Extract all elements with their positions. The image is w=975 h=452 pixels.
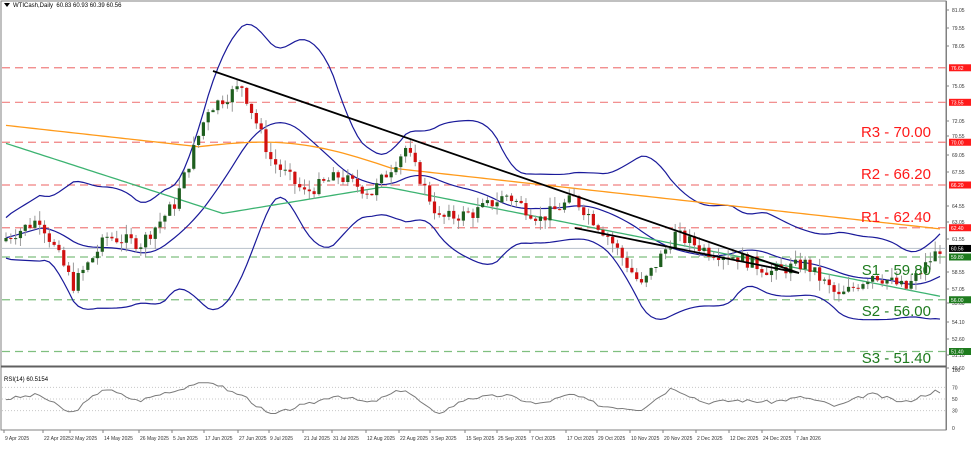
- svg-text:31 Jul 2025: 31 Jul 2025: [333, 436, 359, 442]
- svg-text:7 Jan 2026: 7 Jan 2026: [796, 436, 821, 442]
- level-label-s2: S2 - 56.00: [861, 303, 931, 320]
- svg-text:81.05: 81.05: [952, 8, 965, 14]
- svg-text:57.05: 57.05: [952, 287, 965, 293]
- svg-text:9 Jul 2025: 9 Jul 2025: [270, 436, 293, 442]
- svg-text:2 Dec 2025: 2 Dec 2025: [697, 436, 723, 442]
- level-label-s3: S3 - 51.40: [861, 350, 931, 367]
- svg-text:70.00: 70.00: [951, 140, 964, 146]
- svg-text:7 Oct 2025: 7 Oct 2025: [531, 436, 556, 442]
- svg-text:25 Sep 2025: 25 Sep 2025: [498, 436, 527, 442]
- svg-text:15 Sep 2025: 15 Sep 2025: [466, 436, 495, 442]
- svg-text:30: 30: [952, 409, 958, 415]
- svg-text:52.60: 52.60: [952, 337, 965, 343]
- level-label-r2: R2 - 66.20: [860, 166, 931, 183]
- svg-text:56.00: 56.00: [951, 298, 964, 304]
- svg-text:50: 50: [952, 397, 958, 403]
- svg-text:67.55: 67.55: [952, 170, 965, 176]
- level-label-r3: R3 - 70.00: [860, 124, 931, 141]
- svg-text:2 May 2025: 2 May 2025: [71, 436, 97, 442]
- svg-text:62.40: 62.40: [951, 226, 964, 232]
- svg-text:14 May 2025: 14 May 2025: [104, 436, 133, 442]
- svg-text:66.20: 66.20: [951, 183, 964, 189]
- svg-text:17 Oct 2025: 17 Oct 2025: [567, 436, 594, 442]
- svg-text:22 Apr 2025: 22 Apr 2025: [44, 436, 71, 442]
- svg-text:78.05: 78.05: [952, 44, 965, 50]
- svg-text:69.05: 69.05: [952, 153, 965, 159]
- svg-text:22 Aug 2025: 22 Aug 2025: [400, 436, 428, 442]
- svg-text:54.10: 54.10: [952, 320, 965, 326]
- svg-text:10 Nov 2025: 10 Nov 2025: [631, 436, 660, 442]
- bollinger-bands: [5, 23, 941, 321]
- chart-title: WTICash,Daily 60.83 60.93 60.39 60.56: [4, 3, 121, 9]
- price-axis: 81.05 79.55 78.05 75.05 72.05 70.55 69.05 67.55…: [946, 1, 971, 430]
- svg-text:49.60: 49.60: [952, 366, 965, 372]
- svg-text:73.55: 73.55: [951, 100, 964, 106]
- svg-text:27 Jun 2025: 27 Jun 2025: [239, 436, 267, 442]
- svg-text:0: 0: [952, 426, 955, 432]
- svg-text:70: 70: [952, 385, 958, 391]
- symbol-label: WTICash,Daily: [13, 3, 54, 9]
- ohlc-values: 60.83 60.93 60.39 60.56: [56, 3, 122, 9]
- svg-text:21 Jul 2025: 21 Jul 2025: [304, 436, 330, 442]
- svg-text:58.55: 58.55: [952, 270, 965, 276]
- level-label-s1: S1 - 59.80: [861, 262, 931, 279]
- svg-text:20 Nov 2025: 20 Nov 2025: [664, 436, 693, 442]
- rsi-title: RSI(14) 60.5154: [4, 377, 49, 383]
- collapse-triangle-icon[interactable]: [4, 3, 10, 8]
- svg-text:12 Dec 2025: 12 Dec 2025: [730, 436, 759, 442]
- svg-text:79.55: 79.55: [952, 26, 965, 32]
- svg-text:75.05: 75.05: [952, 84, 965, 90]
- svg-text:12 Aug 2025: 12 Aug 2025: [367, 436, 395, 442]
- svg-text:24 Dec 2025: 24 Dec 2025: [763, 436, 792, 442]
- svg-text:70.55: 70.55: [952, 134, 965, 140]
- svg-text:26 May 2025: 26 May 2025: [140, 436, 169, 442]
- svg-text:29 Oct 2025: 29 Oct 2025: [598, 436, 625, 442]
- svg-text:76.62: 76.62: [951, 66, 964, 72]
- svg-text:59.80: 59.80: [951, 255, 964, 261]
- moving-averages: [5, 124, 941, 297]
- svg-text:5 Jun 2025: 5 Jun 2025: [173, 436, 198, 442]
- svg-text:61.55: 61.55: [952, 237, 965, 243]
- svg-text:72.05: 72.05: [952, 119, 965, 125]
- svg-text:51.40: 51.40: [951, 350, 964, 356]
- svg-text:100: 100: [952, 368, 961, 374]
- date-axis: 9 Apr 2025 22 Apr 2025 2 May 2025 14 May 20…: [3, 430, 821, 442]
- svg-text:17 Jun 2025: 17 Jun 2025: [205, 436, 233, 442]
- level-label-r1: R1 - 62.40: [860, 209, 931, 226]
- svg-text:3 Sep 2025: 3 Sep 2025: [431, 436, 457, 442]
- main-plot-frame: [0, 0, 947, 367]
- svg-text:64.55: 64.55: [952, 204, 965, 210]
- svg-text:9 Apr 2025: 9 Apr 2025: [5, 436, 29, 442]
- trendline: [212, 70, 800, 274]
- svg-text:55.60: 55.60: [952, 301, 965, 307]
- rsi-indicator: 100 70 50 30 0: [2, 368, 961, 432]
- svg-text:51.10: 51.10: [952, 353, 965, 359]
- svg-text:60.56: 60.56: [951, 246, 964, 252]
- svg-text:63.05: 63.05: [952, 220, 965, 226]
